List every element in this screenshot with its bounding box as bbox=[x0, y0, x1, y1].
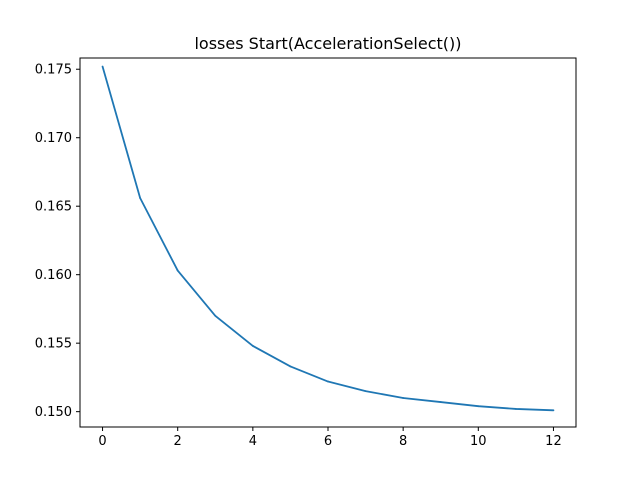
loss-data-point bbox=[514, 408, 517, 410]
plot-area bbox=[101, 65, 555, 412]
loss-data-point bbox=[477, 405, 480, 408]
loss-data-point bbox=[101, 65, 104, 68]
y-tick-label: 0.175 bbox=[35, 63, 72, 78]
loss-data-point bbox=[552, 409, 555, 412]
loss-data-point bbox=[402, 397, 405, 399]
x-tick-label: 2 bbox=[174, 434, 182, 449]
x-tick-label: 4 bbox=[249, 434, 257, 449]
y-tick-label: 0.155 bbox=[35, 337, 72, 352]
loss-data-point bbox=[214, 314, 217, 317]
loss-series-line bbox=[101, 66, 554, 412]
loss-data-point bbox=[289, 365, 292, 368]
loss-data-point bbox=[139, 197, 142, 199]
x-axis: 0 2 4 6 8 10 12 bbox=[98, 427, 562, 449]
x-tick-label: 10 bbox=[470, 434, 487, 449]
y-tick-label: 0.165 bbox=[35, 200, 72, 215]
loss-data-point bbox=[439, 401, 442, 403]
x-tick-label: 6 bbox=[324, 434, 332, 449]
y-tick-label: 0.150 bbox=[35, 405, 72, 420]
y-tick-label: 0.170 bbox=[35, 131, 72, 146]
x-tick-label: 0 bbox=[98, 434, 106, 449]
x-tick-label: 12 bbox=[545, 434, 562, 449]
y-axis: 0.150 0.155 0.160 0.165 0.170 0.175 bbox=[35, 63, 80, 420]
y-tick-label: 0.160 bbox=[35, 268, 72, 283]
loss-data-point bbox=[176, 269, 179, 272]
loss-data-point bbox=[364, 390, 367, 393]
axes-frame bbox=[79, 57, 577, 428]
loss-data-point bbox=[327, 380, 329, 383]
x-tick-label: 8 bbox=[399, 434, 407, 449]
chart-title: losses Start(AccelerationSelect()) bbox=[194, 34, 461, 53]
loss-data-point bbox=[251, 345, 254, 347]
